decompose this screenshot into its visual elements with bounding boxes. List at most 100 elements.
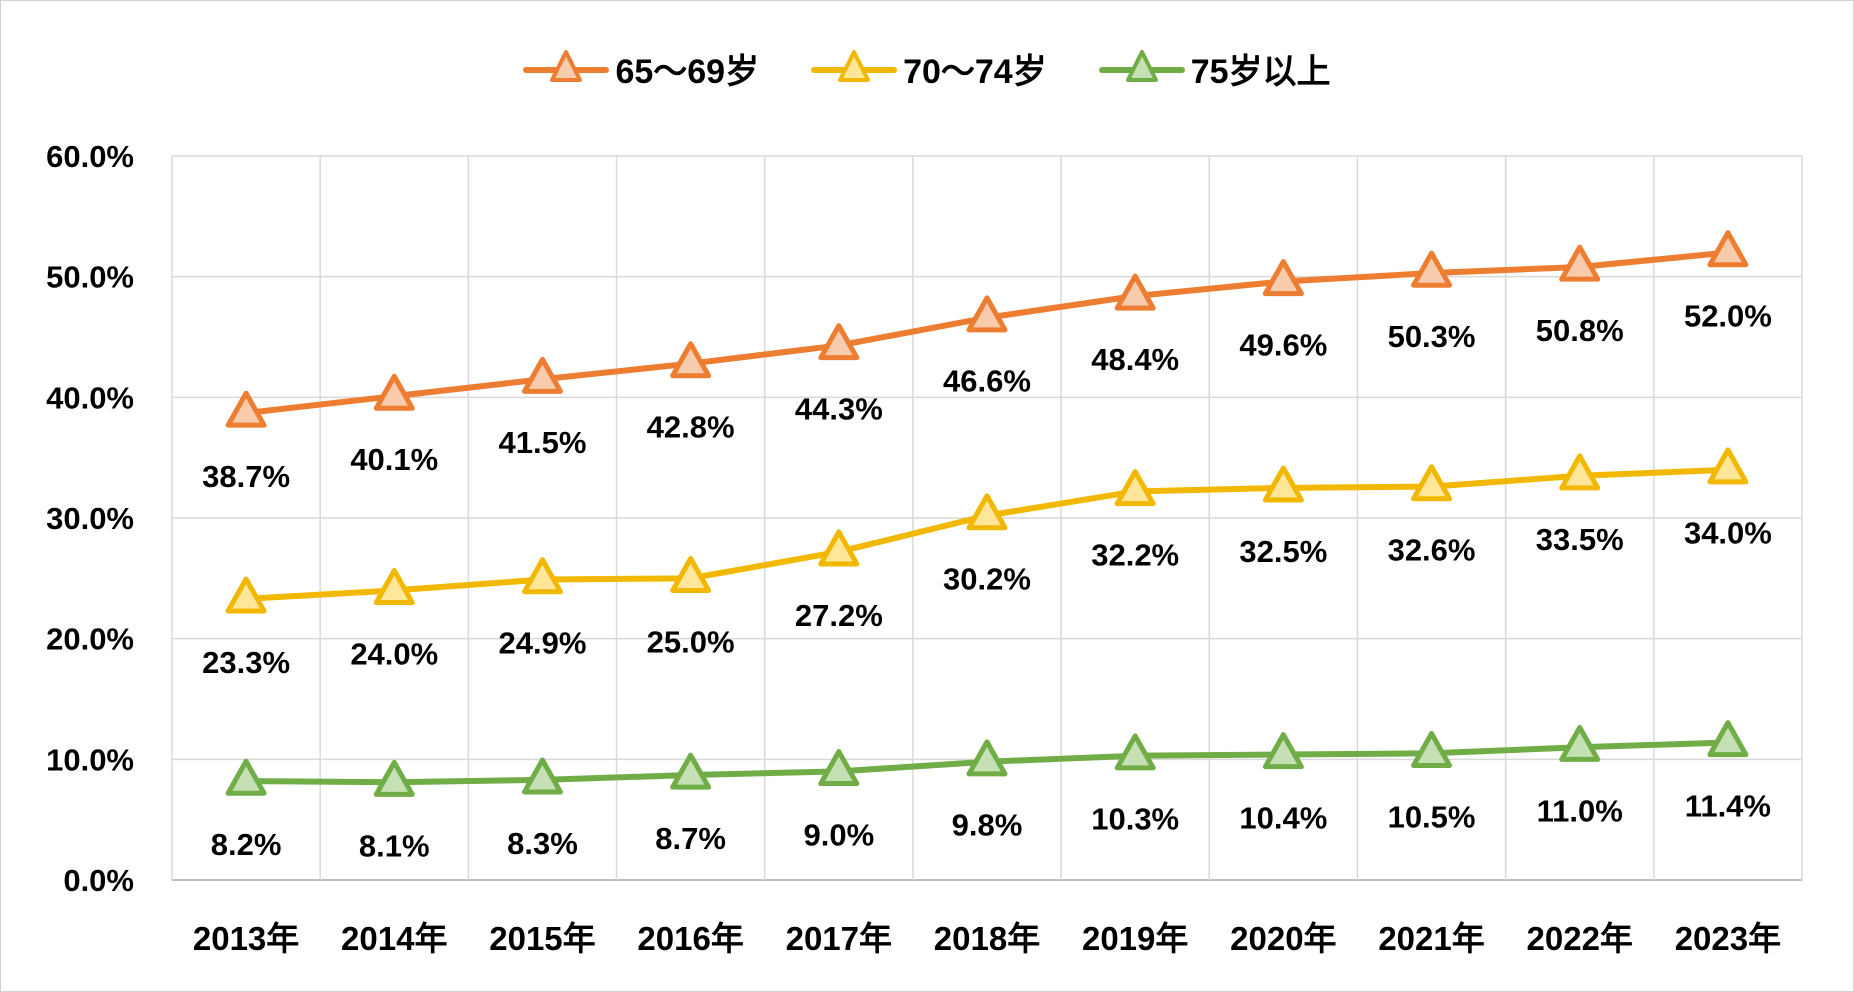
legend-marker-2 [1125,50,1158,82]
data-label: 46.6% [943,364,1031,399]
legend-item-2: 75岁以上 [1098,44,1331,93]
legend: 65～69岁 70～74岁 75岁以上 [0,36,1854,100]
data-label: 48.4% [1091,342,1179,377]
data-label: 27.2% [795,598,883,633]
y-tick-label: 10.0% [46,742,134,777]
y-tick-label: 0.0% [63,863,134,898]
data-label: 10.5% [1388,799,1476,834]
data-point-marker [818,529,860,567]
data-label: 23.3% [202,645,290,680]
data-label: 8.2% [211,827,282,862]
legend-label-0: 65～69岁 [615,52,760,91]
data-point-marker [225,758,267,796]
data-label: 41.5% [499,425,587,460]
legend-swatch-1 [811,50,898,82]
data-point-marker [1262,732,1304,770]
data-point-marker [373,568,415,606]
data-label: 9.0% [803,817,874,852]
data-point-marker [1114,733,1156,771]
legend-label-1: 70～74岁 [903,52,1047,91]
data-point-marker [521,757,563,795]
data-point-marker [373,759,415,797]
data-point-marker [521,557,563,595]
y-axis: 0.0% 10.0% 20.0% 30.0% 40.0% 50.0% 60.0% [46,139,134,898]
data-label: 42.8% [647,410,735,445]
data-label: 38.7% [202,459,290,494]
data-point-marker [670,341,712,379]
data-point-marker [1114,469,1156,507]
data-point-marker [818,323,860,361]
data-label: 32.5% [1239,534,1327,569]
data-label: 32.2% [1091,537,1179,572]
data-label: 24.0% [350,636,438,671]
x-tick-label: 2019年 [1082,920,1188,957]
data-label: 44.3% [795,391,883,426]
data-point-marker [966,493,1008,531]
data-label: 11.0% [1537,793,1623,828]
x-tick-label: 2013年 [193,920,299,957]
x-axis: 2013年 2014年 2015年 2016年 2017年 2018年 2019年 2020年… [193,920,1781,957]
data-point-marker [1707,447,1749,485]
data-point-marker [670,555,712,593]
x-tick-label: 2015年 [489,920,595,957]
data-point-marker [670,752,712,790]
data-label: 24.9% [499,626,587,661]
data-label: 11.4% [1685,788,1771,823]
x-tick-label: 2020年 [1230,920,1336,957]
data-label: 8.1% [359,828,430,863]
legend-marker-1 [838,50,871,82]
x-tick-label: 2014年 [341,920,447,957]
data-point-marker [1707,230,1749,268]
data-label: 8.7% [655,821,726,856]
data-point-marker [966,295,1008,333]
data-label: 9.8% [952,808,1023,843]
data-point-marker [1707,720,1749,758]
data-label: 32.6% [1388,533,1476,568]
y-tick-label: 30.0% [46,501,134,536]
legend-marker-0 [550,50,583,82]
x-tick-label: 2018年 [934,920,1040,957]
data-point-marker [966,739,1008,777]
x-tick-label: 2022年 [1527,920,1633,957]
y-tick-label: 40.0% [46,380,134,415]
series-1: 23.3% 24.0% 24.9% 25.0% 27.2% 30.2% 32.2% 32.5%… [202,447,1772,680]
data-label: 49.6% [1239,327,1327,362]
data-label: 10.4% [1239,801,1327,836]
legend-item-1: 70～74岁 [811,44,1047,93]
data-point-marker [1262,465,1304,503]
data-label: 33.5% [1536,522,1624,557]
data-label: 34.0% [1684,516,1772,551]
x-tick-label: 2017年 [786,920,892,957]
data-point-marker [1559,724,1601,762]
data-point-marker [818,749,860,787]
data-point-marker [1411,730,1453,768]
data-point-marker [373,373,415,411]
data-point-marker [225,576,267,614]
y-tick-label: 20.0% [46,622,134,657]
data-point-marker [225,390,267,428]
data-label: 50.3% [1388,319,1476,354]
x-tick-label: 2021年 [1378,920,1484,957]
y-tick-label: 50.0% [46,260,134,295]
data-point-marker [1262,259,1304,297]
data-label: 40.1% [350,442,438,477]
series-0: 38.7% 40.1% 41.5% 42.8% 44.3% 46.6% 48.4% 49.6%… [202,230,1772,494]
legend-label-2: 75岁以上 [1190,52,1331,91]
gridlines [171,155,1803,881]
data-label: 8.3% [507,826,578,861]
data-point-marker [1559,244,1601,282]
data-point-marker [1559,453,1601,491]
y-tick-label: 60.0% [46,139,134,174]
legend-item-0: 65～69岁 [523,44,759,93]
legend-swatch-0 [523,50,610,82]
data-label: 52.0% [1684,299,1772,334]
data-label: 25.0% [647,624,735,659]
data-label: 30.2% [943,562,1031,597]
legend-swatch-2 [1098,50,1185,82]
data-label: 50.8% [1536,313,1624,348]
x-tick-label: 2016年 [637,920,743,957]
series-2: 8.2% 8.1% 8.3% 8.7% 9.0% 9.8% 10.3% 10.4% 10.5% 1… [211,720,1771,863]
data-label: 10.3% [1091,802,1179,837]
